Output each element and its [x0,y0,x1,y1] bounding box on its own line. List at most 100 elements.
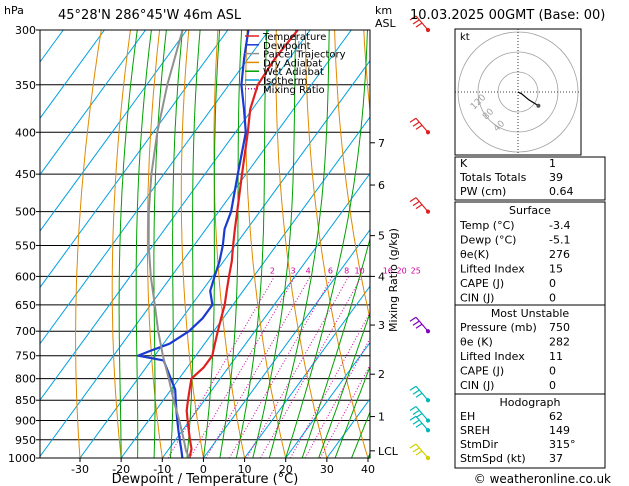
km-label: 4 [378,270,385,283]
pressure-label: 550 [15,239,36,252]
mixing-ratio-lines [167,276,370,458]
index-value: 62 [549,410,563,423]
barb-flag [415,392,423,398]
dry-adiabat [75,30,102,458]
x-tick-label: 10 [238,463,252,476]
hodograph-unit: kt [460,32,470,43]
index-value: -3.4 [549,219,570,232]
barb-flag [409,443,417,449]
index-value: -5.1 [549,234,570,247]
pressure-label: 300 [15,24,36,37]
legend-label: Mixing Ratio [263,85,325,96]
index-value: 39 [549,171,563,184]
index-value: 0 [549,277,556,290]
barb-dot [425,130,431,135]
dry-adiabat [305,30,369,458]
wind-barb [409,197,431,214]
indices-panel: K 1 Totals Totals 39 PW (cm) 0.64 Surface Temp … [454,156,606,469]
x-tick-label: -30 [71,463,89,476]
isotherm-lines [40,30,370,458]
wet-adiabat [118,30,138,458]
mixing-ratio-label: 3 [291,266,296,275]
pressure-label: 950 [15,434,36,447]
mixing-ratio-labels: 2 3 4 6 8 10 16 20 25 [270,266,421,275]
isotherm-line [40,30,188,232]
index-label: Dewp (°C) [460,234,516,247]
barb-flag [412,320,420,326]
barb-flag [412,201,420,207]
mixing-ratio-line [189,276,296,458]
index-label: EH [460,410,475,423]
wet-adiabat [135,30,152,458]
pressure-label: 400 [15,126,36,139]
index-label: CAPE (J) [460,277,504,290]
index-value: 315° [549,438,576,451]
wet-adiabat [202,30,221,458]
wet-adiabat [235,30,268,458]
index-value: 15 [549,263,563,276]
mixing-ratio-label: 8 [344,266,349,275]
index-value: 0 [549,379,556,392]
index-value: 276 [549,248,570,261]
km-label: 5 [378,230,385,243]
km-label: 6 [378,179,385,192]
barb-flag [412,389,420,395]
pressure-label: 850 [15,394,36,407]
pressure-label: 650 [15,299,36,312]
isotherm-line [285,341,370,458]
index-label: PW (cm) [460,185,506,198]
surface-box [454,201,606,306]
index-label: StmDir [460,438,499,451]
pressure-label: 900 [15,415,36,428]
profile-parcel-trajectory [147,30,191,458]
barb-flag [409,415,417,421]
barb-dot [425,428,431,433]
index-value: 282 [549,336,570,349]
wind-barb [409,443,431,461]
mixing-ratio-axis-title: Mixing Ratio (g/kg) [387,228,400,332]
plot-frame [39,29,371,459]
barb-flag [412,19,420,25]
pressure-label: 800 [15,373,36,386]
barb-flag [412,447,420,453]
x-tick-label: -10 [153,463,171,476]
barb-dot [425,398,431,403]
wet-adiabat [351,410,370,458]
pressure-label: 600 [15,270,36,283]
mixing-ratio-label: 20 [397,266,407,275]
index-value: 1 [549,157,556,170]
wind-barb [409,15,431,33]
index-label: Lifted Index [460,263,525,276]
mixing-ratio-label: 2 [270,266,275,275]
barb-flag [409,197,417,203]
index-value: 149 [549,424,570,437]
km-label: 3 [378,319,385,332]
index-label: Temp (°C) [459,219,515,232]
x-tick-label: 20 [279,463,293,476]
index-label: Pressure (mb) [460,321,537,334]
profile-temperature [185,30,299,458]
pressure-label: 700 [15,325,36,338]
wet-adiabat [170,30,183,458]
km-label: 7 [378,137,385,150]
index-label: K [460,157,468,170]
wet-adiabat [252,30,297,458]
dry-adiabat [146,30,163,458]
datetime-title: 10.03.2025 00GMT (Base: 00) [410,8,605,23]
barb-dot [425,329,431,334]
indices-top-box [454,156,606,201]
wind-barb [409,117,431,135]
index-value: 37 [549,452,563,465]
wet-adiabat [301,236,370,458]
pressure-label: 1000 [8,452,36,465]
legend-label: Parcel Trajectory [263,50,346,61]
dry-adiabat [275,30,328,458]
mixing-ratio-label: 4 [306,266,311,275]
index-label: CAPE (J) [460,365,504,378]
barb-flag [415,450,423,456]
hodograph-trace [517,91,539,107]
wet-adiabat [318,311,370,458]
mixing-ratio-line [319,364,370,458]
wet-adiabat [268,30,330,458]
